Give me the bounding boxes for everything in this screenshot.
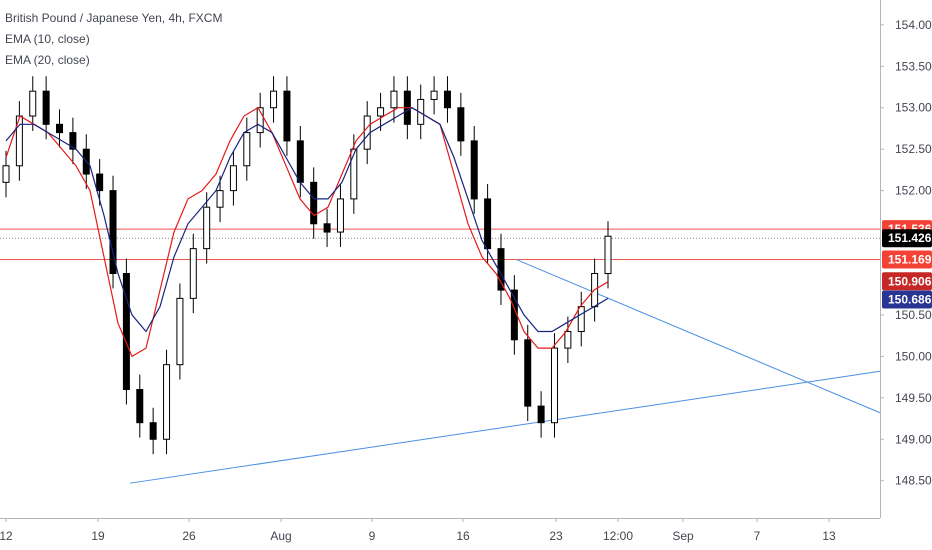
price-tag-label: 151.426 — [888, 231, 932, 245]
time-tick-label: 26 — [182, 529, 196, 543]
candle-body — [390, 90, 398, 109]
candle-body — [537, 405, 545, 424]
price-tick-label: 153.000 — [895, 101, 932, 115]
price-tick-label: 150.000 — [895, 349, 932, 363]
candle-body — [122, 273, 130, 391]
price-tick-label: 149.500 — [895, 391, 932, 405]
candle-body — [577, 306, 585, 333]
candle-body — [189, 248, 197, 299]
price-tag — [882, 272, 932, 291]
candle-body — [2, 165, 10, 183]
trendline — [129, 370, 881, 484]
candle-body — [42, 90, 50, 125]
price-tag-label: 151.169 — [888, 252, 932, 266]
time-tick-label: 19 — [91, 529, 105, 543]
candle-body — [176, 297, 184, 366]
candle-body — [443, 90, 451, 109]
trendline — [515, 258, 881, 414]
ema20-line — [5, 107, 609, 333]
price-tag-label: 150.686 — [888, 293, 932, 307]
symbol-title: British Pound / Japanese Yen, 4h, FXCM — [5, 11, 223, 25]
candle-body — [256, 107, 264, 134]
ema10-line — [5, 106, 609, 358]
candle-body — [136, 389, 144, 424]
candle-body — [524, 339, 532, 407]
candle-body — [109, 190, 117, 275]
time-tick-label: Aug — [270, 529, 291, 543]
candle-body — [243, 132, 251, 167]
ema10-legend: EMA (10, close) — [5, 32, 90, 46]
price-tag — [882, 229, 932, 248]
candle-body — [69, 132, 77, 150]
time-tick-label: 7 — [754, 529, 761, 543]
candle-body — [149, 422, 157, 440]
price-tag-label: 150.906 — [888, 274, 932, 288]
candle-body — [310, 181, 318, 225]
time-tick-label: 12 — [0, 529, 13, 543]
time-tick-label: 12:00 — [603, 529, 633, 543]
axis-corner — [880, 520, 932, 550]
candle-body — [417, 98, 425, 125]
candle-body — [564, 331, 572, 349]
candle-body — [270, 90, 278, 109]
price-tick-label: 148.500 — [895, 474, 932, 488]
candle-body — [550, 347, 558, 424]
price-tag — [882, 290, 932, 309]
candle-body — [163, 364, 171, 440]
time-tick-label: 13 — [822, 529, 836, 543]
candle-body — [350, 148, 358, 200]
ema20-legend: EMA (20, close) — [5, 53, 90, 67]
price-tick-label: 154.000 — [895, 18, 932, 32]
price-tick-label: 152.000 — [895, 184, 932, 198]
price-tag — [882, 250, 932, 269]
candle-body — [336, 198, 344, 233]
candle-body — [29, 90, 37, 117]
candle-body — [96, 173, 104, 192]
candle-body — [430, 90, 438, 100]
time-tick-label: 16 — [456, 529, 470, 543]
candle-body — [283, 90, 291, 142]
candle-body — [323, 223, 331, 233]
chart-legend: British Pound / Japanese Yen, 4h, FXCM E… — [5, 8, 222, 71]
candle-body — [377, 107, 385, 117]
candle-body — [229, 165, 237, 192]
candle-body — [470, 140, 478, 200]
price-tick-label: 150.500 — [895, 308, 932, 322]
candle-body — [296, 140, 304, 183]
candle-body — [604, 235, 612, 275]
candle-body — [216, 190, 224, 208]
candle-body — [56, 123, 64, 134]
price-tick-label: 149.000 — [895, 432, 932, 446]
price-tick-label: 153.500 — [895, 59, 932, 73]
price-tick-label: 152.500 — [895, 142, 932, 156]
time-tick-label: 23 — [549, 529, 563, 543]
candle-body — [484, 198, 492, 250]
time-tick-label: Sep — [672, 529, 694, 543]
time-tick-label: 9 — [369, 529, 376, 543]
candle-body — [203, 206, 211, 250]
candle-body — [457, 107, 465, 142]
